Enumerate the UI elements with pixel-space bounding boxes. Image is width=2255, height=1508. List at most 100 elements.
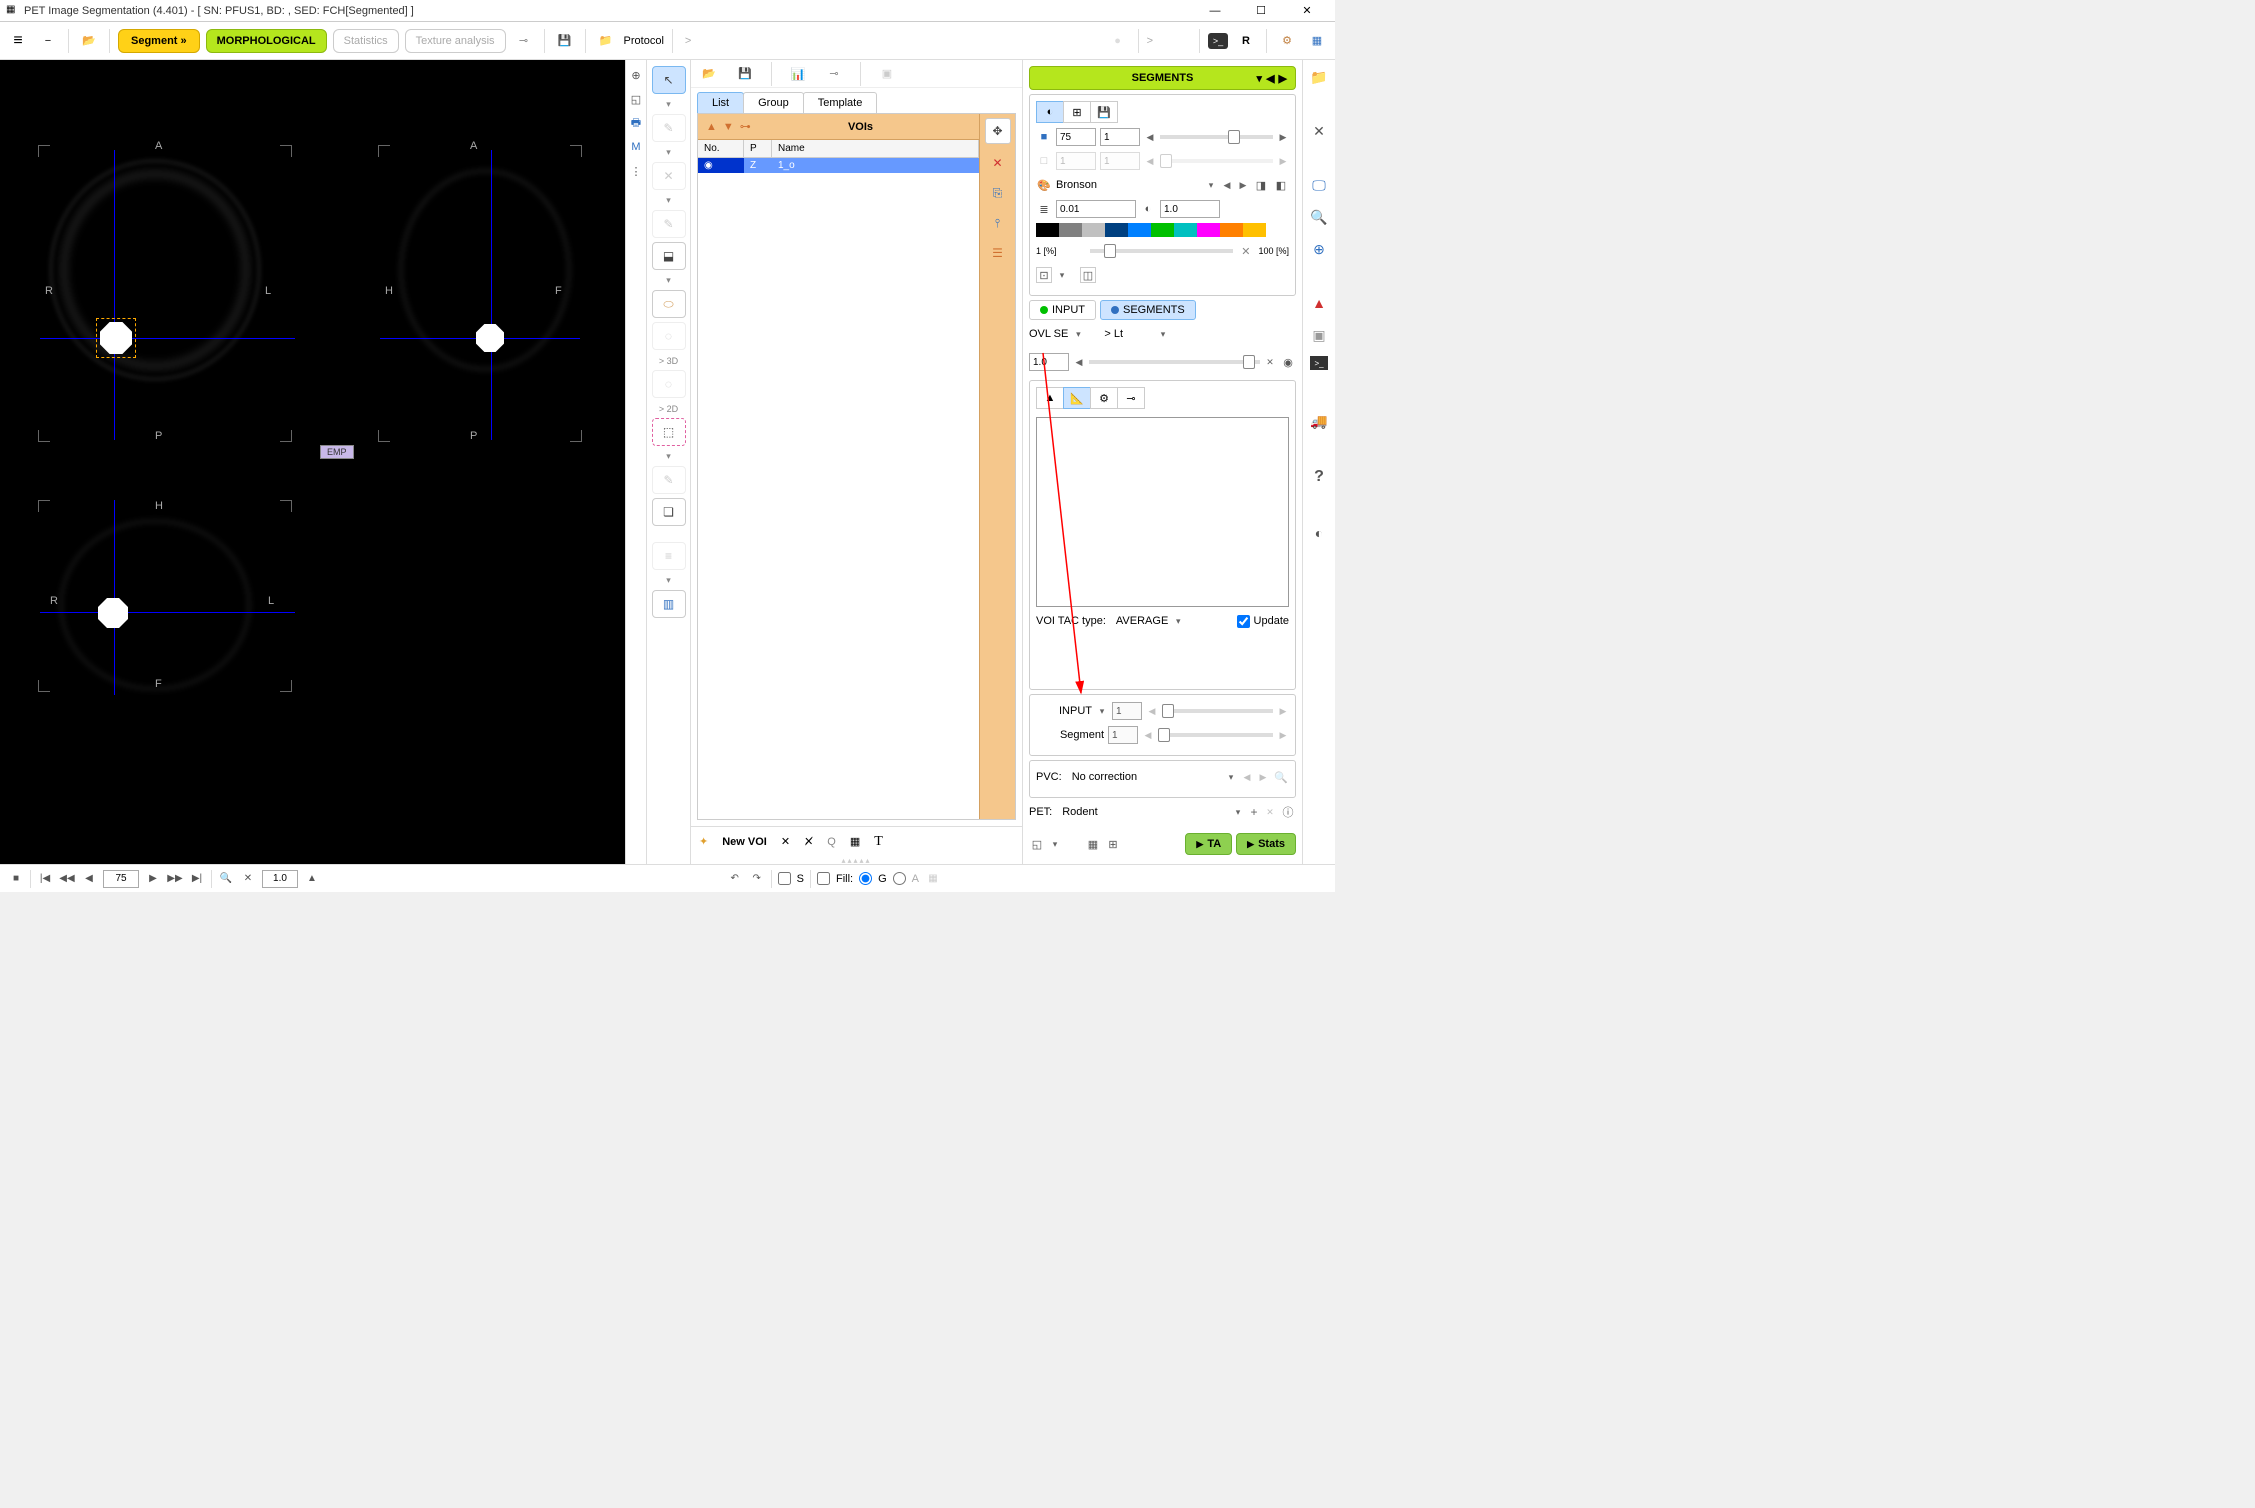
stamp-tool[interactable]: ⬓ <box>652 242 686 270</box>
bb-next-icon[interactable]: ▶ <box>145 871 161 887</box>
fr-help-icon[interactable]: ? <box>1308 466 1330 488</box>
voi-t-icon[interactable]: T <box>874 834 883 850</box>
new-voi-btn[interactable]: New VOI <box>722 836 767 848</box>
lut-tab2[interactable]: ⊞ <box>1063 101 1091 123</box>
bb-first-icon[interactable]: |◀ <box>37 871 53 887</box>
lut-val1[interactable] <box>1056 128 1096 146</box>
zoom-reset-icon[interactable]: ✕ <box>240 871 256 887</box>
chart-tab4[interactable]: ⊸ <box>1117 387 1145 409</box>
pvc-zoom-icon[interactable]: 🔍 <box>1273 769 1289 785</box>
grip-handle[interactable]: ▴▴▴▴▴ <box>691 856 1022 864</box>
pointer-tool[interactable]: ↖ <box>652 66 686 94</box>
voi-chart-icon[interactable]: 📊 <box>786 62 810 86</box>
minimize-button[interactable]: — <box>1193 1 1237 21</box>
voi-palette-icon[interactable]: ▦ <box>850 835 860 848</box>
bottom-icon3[interactable]: ⊞ <box>1105 836 1121 852</box>
col-p[interactable]: P <box>744 140 772 157</box>
undo-icon[interactable]: ↶ <box>727 871 743 887</box>
voi-key-icon[interactable]: ⊸ <box>822 62 846 86</box>
lut-color-strip[interactable] <box>1036 223 1289 237</box>
bb-prev-icon[interactable]: ◀ <box>81 871 97 887</box>
lut-dd[interactable]: ▾ <box>1205 180 1217 191</box>
lut1-left[interactable]: ◀ <box>1144 132 1156 143</box>
range-x-icon[interactable]: ✕ <box>1241 245 1250 258</box>
slider1-dd[interactable]: ▾ <box>652 574 686 586</box>
fr-zoom-icon[interactable]: 🔍 <box>1308 206 1330 228</box>
pvc-dd[interactable]: ▾ <box>1225 772 1237 783</box>
stats-button[interactable]: ▶Stats <box>1236 833 1296 855</box>
chart-tab3[interactable]: ⚙ <box>1090 387 1118 409</box>
lut-val2[interactable] <box>1100 128 1140 146</box>
ta-button[interactable]: ▶TA <box>1185 833 1232 855</box>
fr-gray-icon[interactable]: ▣ <box>1308 324 1330 346</box>
bottom-icon1[interactable]: ◱ <box>1029 836 1045 852</box>
pencil1-dd[interactable]: ▾ <box>652 146 686 158</box>
ovlse-dd[interactable]: ▾ <box>1072 329 1084 340</box>
zoom-input[interactable] <box>262 870 298 888</box>
zoom-in-icon[interactable]: ▲ <box>304 871 320 887</box>
lut-max[interactable] <box>1160 200 1220 218</box>
image-viewer[interactable]: A P R L A P H F H F R L EMP <box>0 60 625 864</box>
box3d-tool[interactable]: ❏ <box>652 498 686 526</box>
box1-icon[interactable]: ◨ <box>1253 177 1269 193</box>
chart-tab1[interactable]: ▲ <box>1036 387 1064 409</box>
oval-tool[interactable]: ⬭ <box>652 290 686 318</box>
fr-red-icon[interactable]: ▲ <box>1308 292 1330 314</box>
menu-icon[interactable]: ≡ <box>6 29 30 53</box>
seg-left-icon[interactable]: ◀ <box>1266 72 1274 85</box>
lut-tab1[interactable]: ◐ <box>1036 101 1064 123</box>
fill-a-radio[interactable] <box>893 872 906 885</box>
dots-icon[interactable]: ⋮ <box>627 162 645 180</box>
seg-right-icon[interactable]: ▶ <box>1279 72 1287 85</box>
chart-tab2[interactable]: 📐 <box>1063 387 1091 409</box>
fill-g-radio[interactable] <box>859 872 872 885</box>
segments-tab[interactable]: SEGMENTS <box>1100 300 1196 320</box>
voi-list-icon[interactable]: ☰ <box>987 242 1009 264</box>
pet-add[interactable]: + <box>1248 805 1260 819</box>
voi-q-icon[interactable]: Q <box>827 836 836 848</box>
box3-icon[interactable]: ⊡ <box>1036 267 1052 283</box>
range-slider[interactable] <box>1090 249 1233 253</box>
voi-x2-icon[interactable]: ✕̸ <box>804 835 813 848</box>
voi-open-icon[interactable]: 📂 <box>697 62 721 86</box>
cross1-dd[interactable]: ▾ <box>652 194 686 206</box>
fr-zoom2-icon[interactable]: ⊕ <box>1308 238 1330 260</box>
print-icon[interactable]: 🖶 <box>627 114 645 132</box>
voi-up-icon[interactable]: ▲ <box>706 121 717 133</box>
segment-frame-right[interactable]: ▶ <box>1277 730 1289 741</box>
voi-x1-icon[interactable]: ✕ <box>781 835 790 848</box>
close-button[interactable]: ✕ <box>1285 1 1329 21</box>
input-frame-dd[interactable]: ▾ <box>1096 706 1108 717</box>
fr-x-icon[interactable]: ✕ <box>1308 120 1330 142</box>
lut1-right[interactable]: ▶ <box>1277 132 1289 143</box>
frame-input[interactable] <box>103 870 139 888</box>
pet-dd[interactable]: ▾ <box>1232 807 1244 818</box>
palette-icon[interactable]: 🎨 <box>1036 177 1052 193</box>
grid-icon[interactable]: ▦ <box>1305 29 1329 53</box>
ovl-x[interactable]: ✕ <box>1264 357 1276 368</box>
input-frame-slider[interactable] <box>1162 709 1273 713</box>
tac-chart[interactable] <box>1036 417 1289 607</box>
maximize-button[interactable]: ☐ <box>1239 1 1283 21</box>
input-tab[interactable]: INPUT <box>1029 300 1096 320</box>
folder-open-icon[interactable]: 📂 <box>77 29 101 53</box>
seg-dd-icon[interactable]: ▾ <box>1257 72 1263 85</box>
orient-icon[interactable]: ⊕ <box>627 66 645 84</box>
lut1-slider[interactable] <box>1160 135 1273 139</box>
voi-copy-icon[interactable]: ⎘ <box>987 182 1009 204</box>
protocol-label[interactable]: Protocol <box>624 35 664 47</box>
s-check[interactable] <box>778 872 791 885</box>
ovl-slider[interactable] <box>1089 360 1260 364</box>
fr-terminal-icon[interactable]: >_ <box>1310 356 1328 370</box>
bb-last-icon[interactable]: ▶| <box>189 871 205 887</box>
key-icon[interactable]: ⊸ <box>512 29 536 53</box>
cube-icon[interactable]: ◱ <box>627 90 645 108</box>
segment-frame-left[interactable]: ◀ <box>1142 730 1154 741</box>
pvc-left[interactable]: ◀ <box>1241 772 1253 783</box>
voi-row[interactable]: ◉ Z 1_o <box>698 158 979 173</box>
fr-truck-icon[interactable]: 🚚 <box>1308 410 1330 432</box>
voi-merge-icon[interactable]: ▣ <box>875 62 899 86</box>
ovl-left[interactable]: ◀ <box>1073 357 1085 368</box>
fr-monitor-icon[interactable]: 🖵 <box>1308 174 1330 196</box>
db-save-icon[interactable]: 💾 <box>553 29 577 53</box>
